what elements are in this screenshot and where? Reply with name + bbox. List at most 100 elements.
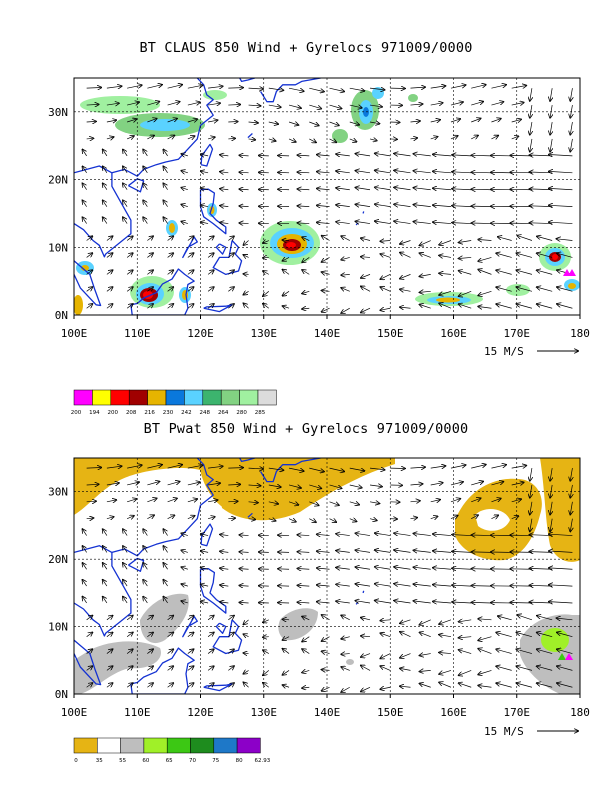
wind-vector xyxy=(496,649,511,653)
wind-vector xyxy=(330,122,339,125)
wind-vector xyxy=(512,119,521,122)
wind-vector xyxy=(341,615,349,619)
wind-vector xyxy=(451,85,466,88)
wind-vector xyxy=(298,569,310,570)
wind-vector xyxy=(147,683,153,687)
wind-vector xyxy=(452,568,471,569)
wind-vector xyxy=(517,304,532,308)
wind-vector xyxy=(410,104,422,105)
wind-vector xyxy=(317,205,330,206)
wind-vector xyxy=(517,236,532,241)
wind-vector xyxy=(394,550,410,552)
wind-vector xyxy=(537,270,552,274)
wind-vector xyxy=(472,172,492,173)
wind-vector xyxy=(317,568,330,569)
colorbar-label: 80 xyxy=(236,758,243,764)
wind-vector xyxy=(414,534,431,536)
wind-vector xyxy=(181,550,187,552)
wind-vector xyxy=(451,482,463,485)
wind-vector xyxy=(107,86,122,88)
latitude-tick-label: 0N xyxy=(55,309,68,322)
wind-vector xyxy=(127,136,134,139)
top-reference-label: 15 M/S xyxy=(484,345,524,358)
colorbar-label: 280 xyxy=(236,410,247,416)
coastline xyxy=(240,78,255,81)
wind-vector xyxy=(361,238,370,240)
wind-vector xyxy=(208,287,214,291)
wind-vector xyxy=(123,597,127,603)
wind-vector xyxy=(244,303,249,308)
colorbar-swatch xyxy=(184,390,202,405)
wind-vector xyxy=(433,551,451,553)
wind-vector xyxy=(557,239,573,241)
wind-vector xyxy=(439,670,451,674)
wind-vector xyxy=(394,221,410,223)
wind-vector xyxy=(478,649,491,654)
wind-vector xyxy=(400,289,410,291)
wind-vector xyxy=(350,502,359,505)
wind-vector xyxy=(317,189,330,190)
wind-vector xyxy=(549,155,573,156)
wind-vector xyxy=(375,170,390,172)
latitude-tick-label: 20N xyxy=(48,553,68,566)
wind-vector xyxy=(451,499,460,502)
wind-vector xyxy=(302,637,309,642)
wind-vector xyxy=(356,550,371,552)
wind-vector xyxy=(549,205,573,206)
wind-vector xyxy=(570,139,572,152)
wind-vector xyxy=(309,519,316,523)
wind-vector xyxy=(336,551,350,553)
wind-vector xyxy=(420,305,431,309)
wind-vector xyxy=(143,200,147,206)
wind-vector xyxy=(289,88,304,91)
wind-vector xyxy=(471,102,483,105)
wind-vector xyxy=(530,105,532,118)
wind-vector xyxy=(375,204,390,206)
wind-vector xyxy=(188,666,194,670)
wind-vector xyxy=(208,236,214,240)
wind-vector xyxy=(143,150,147,156)
wind-vector xyxy=(370,519,377,521)
wind-vector xyxy=(420,253,431,257)
latitude-tick-label: 30N xyxy=(48,486,68,499)
wind-vector xyxy=(249,88,264,89)
wind-vector xyxy=(431,516,438,518)
wind-vector xyxy=(414,171,431,173)
wind-vector xyxy=(163,546,167,552)
cloud-cluster-north xyxy=(80,87,418,143)
wind-vector xyxy=(375,601,390,603)
wind-vector xyxy=(322,236,330,241)
wind-vector xyxy=(163,217,167,223)
wind-vector xyxy=(472,586,492,587)
wind-vector xyxy=(269,139,276,141)
wind-vector xyxy=(147,482,159,485)
wind-vector xyxy=(478,637,491,641)
colorbar-label: 55 xyxy=(119,758,126,764)
longitude-tick-label: 150E xyxy=(377,706,404,719)
wind-vector xyxy=(394,533,410,535)
wind-vector xyxy=(478,257,491,261)
colorbar-swatch xyxy=(129,390,147,405)
wind-vector xyxy=(188,136,195,139)
longitude-tick-label: 130E xyxy=(251,706,278,719)
wind-vector xyxy=(87,633,93,637)
coastline xyxy=(201,569,226,614)
wind-vector xyxy=(322,615,330,620)
longitude-tick-label: 140E xyxy=(314,327,341,340)
wind-vector xyxy=(549,222,573,223)
wind-vector xyxy=(491,465,506,468)
wind-vector xyxy=(452,551,471,552)
wind-vector xyxy=(181,205,187,207)
wind-vector xyxy=(420,632,431,636)
wind-vector xyxy=(163,200,167,206)
wind-vector xyxy=(322,272,330,274)
wind-vector xyxy=(414,550,431,552)
wind-vector xyxy=(201,171,208,173)
wind-vector xyxy=(439,241,451,245)
wind-vector xyxy=(163,563,167,569)
wind-vector xyxy=(550,88,552,101)
wind-vector xyxy=(330,88,345,91)
wind-vector xyxy=(459,241,472,243)
wind-vector xyxy=(400,620,410,623)
wind-vector xyxy=(220,172,228,173)
